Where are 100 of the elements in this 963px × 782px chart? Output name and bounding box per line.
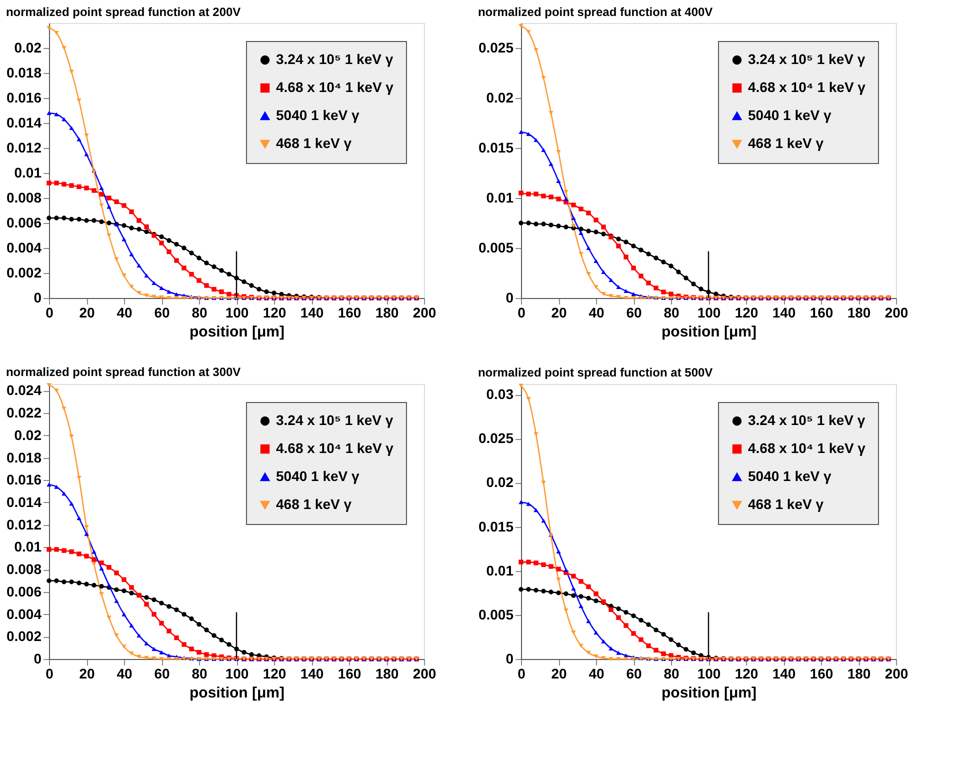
y-tick-label: 0.018 bbox=[6, 449, 42, 466]
y-tick-label: 0.004 bbox=[6, 606, 42, 622]
y-tick-label: 0.014 bbox=[6, 494, 42, 510]
y-tick-label: 0.01 bbox=[14, 538, 42, 555]
y-tick-label: 0.024 bbox=[6, 382, 42, 398]
x-axis-title: position [μm] bbox=[190, 684, 284, 702]
x-tick-label: 200 bbox=[884, 304, 908, 320]
x-tick-label: 60 bbox=[154, 666, 170, 682]
y-tick-label: 0.015 bbox=[478, 518, 514, 534]
x-tick-label: 140 bbox=[300, 666, 324, 682]
x-tick-label: 20 bbox=[79, 304, 95, 320]
y-tick-label: 0.012 bbox=[6, 140, 42, 156]
y-tick-label: 0.015 bbox=[478, 140, 514, 156]
y-tick-label: 0.022 bbox=[6, 404, 42, 421]
x-tick-label: 120 bbox=[262, 304, 286, 320]
legend-label: 468 1 keV γ bbox=[748, 496, 824, 512]
x-tick-label: 120 bbox=[734, 666, 758, 682]
legend-label: 3.24 x 10⁵ 1 keV γ bbox=[748, 51, 866, 67]
x-axis-title: position [μm] bbox=[662, 324, 756, 340]
x-tick-label: 160 bbox=[338, 304, 362, 320]
y-tick-label: 0.025 bbox=[478, 40, 514, 56]
y-tick-label: 0 bbox=[34, 290, 42, 306]
legend-label: 4.68 x 10⁴ 1 keV γ bbox=[276, 440, 394, 456]
x-tick-label: 100 bbox=[225, 304, 249, 320]
x-tick-label: 40 bbox=[116, 666, 132, 682]
x-tick-label: 180 bbox=[847, 666, 871, 682]
x-tick-label: 60 bbox=[626, 304, 642, 320]
legend-label: 5040 1 keV γ bbox=[276, 107, 360, 123]
legend-label: 5040 1 keV γ bbox=[748, 107, 832, 123]
y-tick-label: 0.02 bbox=[486, 474, 514, 490]
x-tick-label: 200 bbox=[884, 666, 908, 682]
x-tick-label: 40 bbox=[588, 304, 604, 320]
x-tick-label: 20 bbox=[79, 666, 95, 682]
legend-label: 468 1 keV γ bbox=[276, 135, 352, 151]
chart-title: normalized point spread function at 300V bbox=[6, 365, 241, 380]
x-tick-label: 200 bbox=[412, 666, 436, 682]
x-tick-label: 140 bbox=[300, 304, 324, 320]
y-tick-label: 0 bbox=[506, 290, 514, 306]
x-tick-label: 60 bbox=[626, 666, 642, 682]
y-tick-label: 0 bbox=[34, 650, 42, 666]
legend-label: 468 1 keV γ bbox=[276, 496, 352, 512]
x-tick-label: 180 bbox=[375, 666, 399, 682]
x-tick-label: 100 bbox=[225, 666, 249, 682]
legend-label: 468 1 keV γ bbox=[748, 135, 824, 151]
x-tick-label: 0 bbox=[46, 666, 54, 682]
y-tick-label: 0 bbox=[506, 650, 514, 666]
legend-label: 3.24 x 10⁵ 1 keV γ bbox=[276, 412, 394, 428]
y-tick-label: 0.005 bbox=[478, 606, 514, 622]
legend-label: 3.24 x 10⁵ 1 keV γ bbox=[276, 51, 394, 67]
y-tick-label: 0.016 bbox=[6, 90, 42, 106]
legend-label: 5040 1 keV γ bbox=[276, 468, 360, 484]
chart-title: normalized point spread function at 500V bbox=[478, 366, 713, 380]
x-tick-label: 60 bbox=[154, 304, 170, 320]
y-tick-label: 0.02 bbox=[14, 426, 42, 443]
y-tick-label: 0.005 bbox=[478, 240, 514, 256]
x-tick-label: 0 bbox=[46, 304, 54, 320]
x-tick-label: 140 bbox=[772, 666, 796, 682]
y-tick-label: 0.008 bbox=[6, 190, 42, 206]
x-tick-label: 160 bbox=[810, 304, 834, 320]
y-tick-label: 0.012 bbox=[6, 516, 42, 532]
y-tick-label: 0.02 bbox=[14, 40, 42, 56]
y-tick-label: 0.016 bbox=[6, 472, 42, 488]
x-axis-title: position [μm] bbox=[190, 324, 284, 340]
legend-label: 4.68 x 10⁴ 1 keV γ bbox=[276, 79, 394, 95]
x-tick-label: 0 bbox=[518, 666, 526, 682]
x-tick-label: 100 bbox=[697, 666, 721, 682]
y-tick-label: 0.03 bbox=[486, 386, 514, 402]
y-tick-label: 0.025 bbox=[478, 430, 514, 446]
x-tick-label: 160 bbox=[338, 666, 362, 682]
legend-label: 3.24 x 10⁵ 1 keV γ bbox=[748, 412, 866, 428]
x-tick-label: 160 bbox=[810, 666, 834, 682]
x-axis-title: position [μm] bbox=[662, 684, 756, 702]
y-tick-label: 0.006 bbox=[6, 214, 42, 230]
y-tick-label: 0.01 bbox=[14, 164, 42, 180]
y-tick-label: 0.014 bbox=[6, 114, 42, 130]
x-tick-label: 140 bbox=[772, 304, 796, 320]
y-tick-label: 0.006 bbox=[6, 583, 42, 600]
x-tick-label: 180 bbox=[847, 304, 871, 320]
x-tick-label: 20 bbox=[551, 666, 567, 682]
y-tick-label: 0.002 bbox=[6, 264, 42, 280]
x-tick-label: 120 bbox=[262, 666, 286, 682]
y-tick-label: 0.01 bbox=[486, 190, 514, 206]
y-tick-label: 0.004 bbox=[6, 240, 42, 256]
x-tick-label: 80 bbox=[192, 304, 208, 320]
x-tick-label: 20 bbox=[551, 304, 567, 320]
x-tick-label: 80 bbox=[192, 666, 208, 682]
x-tick-label: 40 bbox=[588, 666, 604, 682]
chart-title: normalized point spread function at 200V bbox=[6, 5, 241, 19]
legend-label: 5040 1 keV γ bbox=[748, 468, 832, 484]
chart-title: normalized point spread function at 400V bbox=[478, 5, 713, 19]
x-tick-label: 0 bbox=[518, 304, 526, 320]
x-tick-label: 100 bbox=[697, 304, 721, 320]
y-tick-label: 0.002 bbox=[6, 628, 42, 644]
legend-label: 4.68 x 10⁴ 1 keV γ bbox=[748, 440, 866, 456]
y-tick-label: 0.008 bbox=[6, 561, 42, 578]
y-tick-label: 0.02 bbox=[486, 90, 514, 106]
y-tick-label: 0.018 bbox=[6, 64, 42, 80]
x-tick-label: 40 bbox=[116, 304, 132, 320]
x-tick-label: 180 bbox=[375, 304, 399, 320]
x-tick-label: 80 bbox=[664, 666, 680, 682]
